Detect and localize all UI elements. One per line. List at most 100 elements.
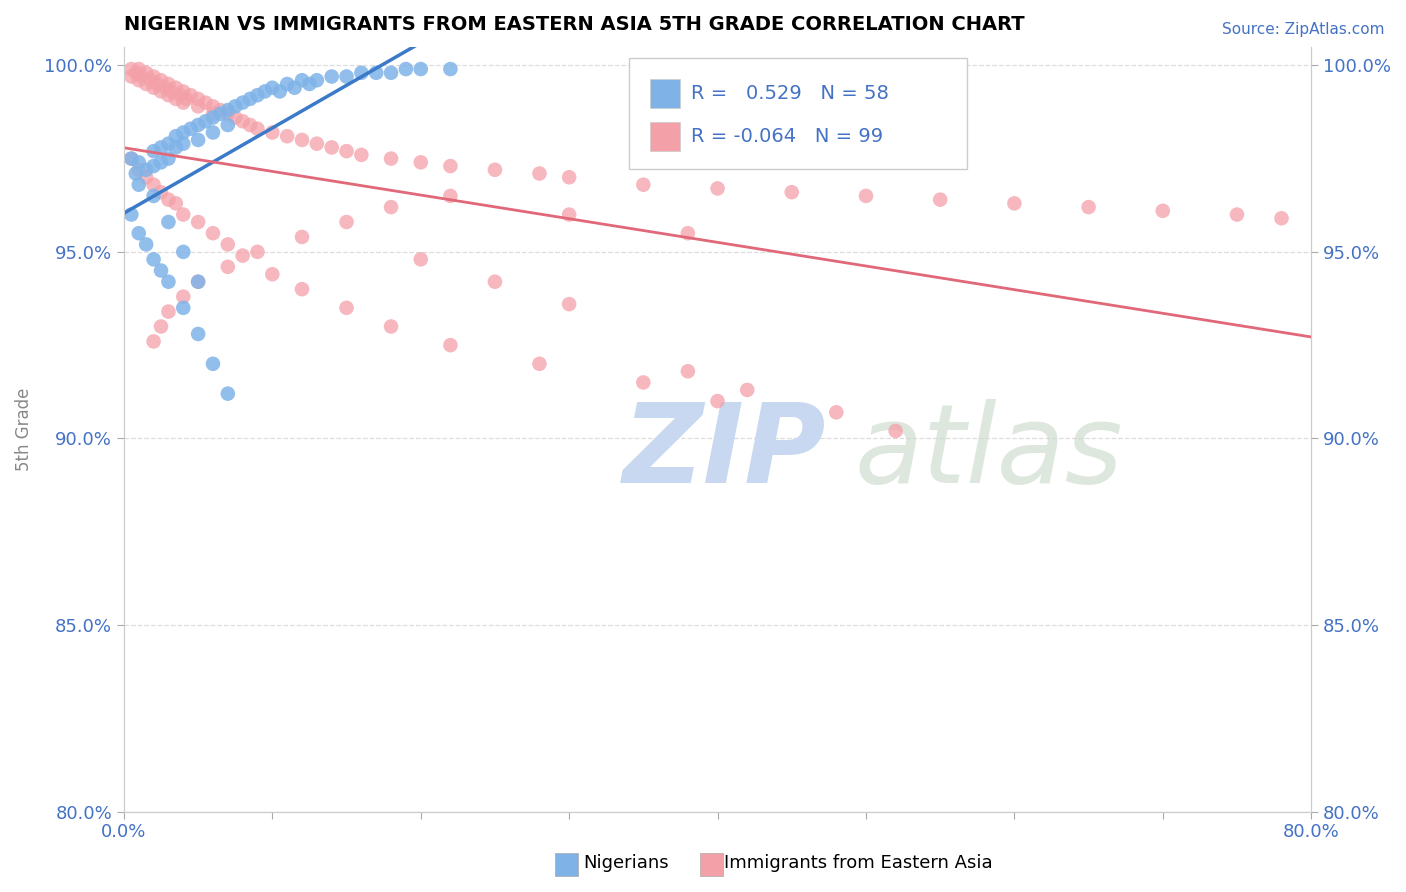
Point: [172, 290, 194, 304]
Point: [187, 275, 209, 289]
Text: Nigerians: Nigerians: [583, 855, 669, 872]
Point: [529, 167, 551, 181]
FancyBboxPatch shape: [628, 58, 967, 169]
Point: [128, 73, 150, 87]
Point: [335, 215, 357, 229]
Point: [172, 85, 194, 99]
Text: R = -0.064   N = 99: R = -0.064 N = 99: [692, 128, 883, 146]
Point: [676, 226, 699, 240]
Point: [142, 178, 165, 192]
Point: [174, 92, 197, 106]
Point: [172, 136, 194, 151]
Point: [855, 189, 877, 203]
Point: [217, 237, 239, 252]
FancyBboxPatch shape: [650, 122, 679, 152]
Point: [350, 148, 373, 162]
Point: [484, 275, 506, 289]
Point: [825, 405, 848, 419]
Point: [135, 66, 157, 80]
Point: [217, 386, 239, 401]
Point: [217, 118, 239, 132]
Point: [298, 77, 321, 91]
Point: [558, 297, 581, 311]
Point: [321, 70, 343, 84]
Point: [246, 121, 269, 136]
Point: [276, 129, 298, 144]
Point: [558, 170, 581, 185]
Point: [291, 73, 314, 87]
Point: [128, 226, 150, 240]
Point: [157, 304, 180, 318]
Point: [209, 107, 232, 121]
Point: [128, 62, 150, 76]
Point: [558, 208, 581, 222]
Point: [150, 85, 173, 99]
Point: [239, 118, 262, 132]
Point: [633, 178, 655, 192]
Point: [131, 70, 153, 84]
Point: [291, 133, 314, 147]
Point: [305, 136, 328, 151]
Point: [1002, 196, 1025, 211]
Point: [157, 77, 180, 91]
Point: [142, 334, 165, 349]
Point: [439, 338, 461, 352]
Point: [150, 155, 173, 169]
Point: [201, 226, 224, 240]
Point: [155, 80, 177, 95]
FancyBboxPatch shape: [650, 78, 679, 108]
Point: [350, 66, 373, 80]
Point: [335, 70, 357, 84]
Point: [125, 66, 148, 80]
Point: [217, 260, 239, 274]
Point: [439, 62, 461, 76]
Point: [217, 107, 239, 121]
Point: [128, 155, 150, 169]
Text: R =   0.529   N = 58: R = 0.529 N = 58: [692, 84, 890, 103]
Point: [135, 162, 157, 177]
Point: [262, 80, 284, 95]
Point: [120, 208, 142, 222]
Point: [232, 95, 254, 110]
Point: [187, 118, 209, 132]
Point: [232, 114, 254, 128]
Point: [633, 376, 655, 390]
Point: [409, 62, 432, 76]
Point: [160, 85, 183, 99]
Point: [335, 144, 357, 158]
Point: [335, 301, 357, 315]
Text: atlas: atlas: [853, 399, 1123, 506]
Point: [165, 129, 187, 144]
Point: [1077, 200, 1099, 214]
Point: [157, 136, 180, 151]
Point: [157, 88, 180, 103]
Point: [150, 185, 173, 199]
Point: [172, 301, 194, 315]
Point: [172, 208, 194, 222]
Point: [409, 252, 432, 267]
Point: [120, 62, 142, 76]
Text: NIGERIAN VS IMMIGRANTS FROM EASTERN ASIA 5TH GRADE CORRELATION CHART: NIGERIAN VS IMMIGRANTS FROM EASTERN ASIA…: [124, 15, 1025, 34]
Point: [269, 85, 291, 99]
Point: [157, 275, 180, 289]
Point: [735, 383, 758, 397]
Point: [439, 159, 461, 173]
Point: [380, 319, 402, 334]
Point: [780, 185, 803, 199]
Point: [150, 263, 173, 277]
Point: [884, 424, 907, 438]
Point: [706, 394, 728, 409]
Point: [224, 111, 246, 125]
Point: [142, 189, 165, 203]
Point: [187, 92, 209, 106]
Text: Source: ZipAtlas.com: Source: ZipAtlas.com: [1222, 22, 1385, 37]
Point: [165, 196, 187, 211]
Point: [321, 140, 343, 154]
Point: [201, 357, 224, 371]
Text: ZIP: ZIP: [623, 399, 827, 506]
Point: [157, 193, 180, 207]
Point: [165, 80, 187, 95]
Point: [201, 99, 224, 113]
Point: [380, 152, 402, 166]
Point: [180, 121, 202, 136]
